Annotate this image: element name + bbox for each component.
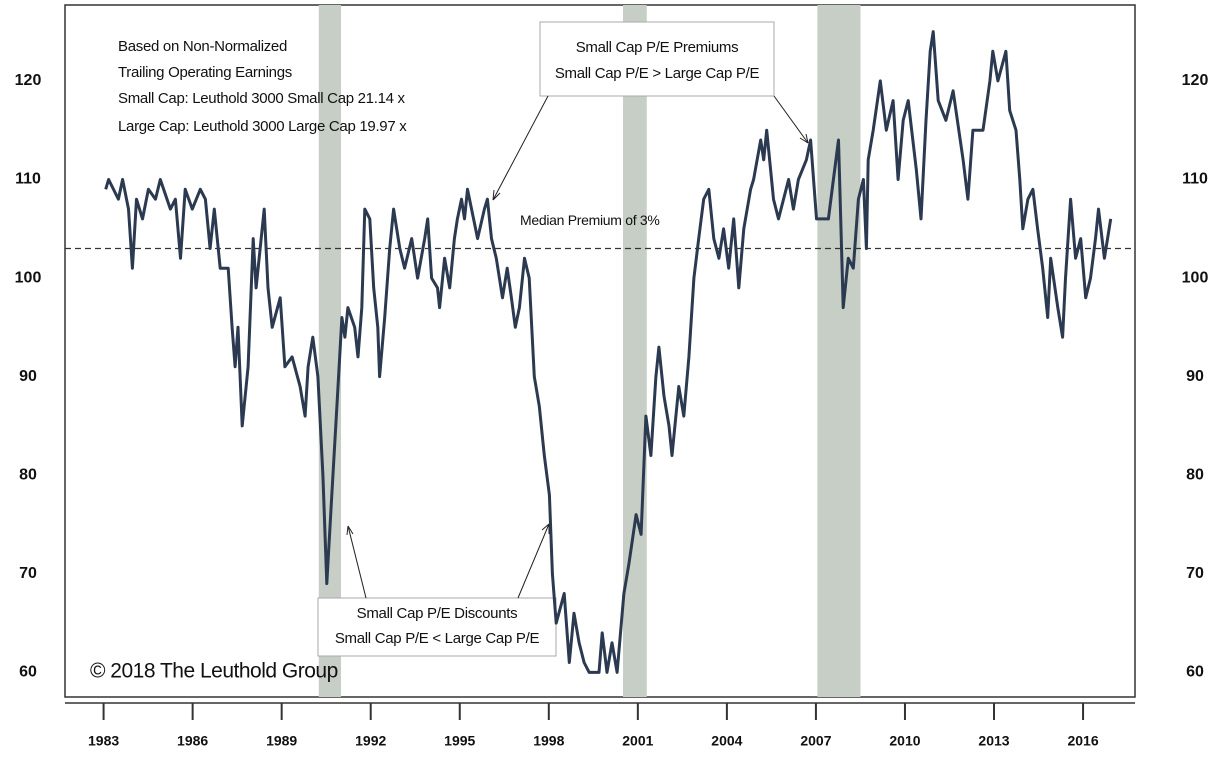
arrow bbox=[773, 95, 809, 144]
y2-tick-label: 100 bbox=[1182, 269, 1209, 286]
data-line bbox=[104, 30, 1113, 674]
annotation-box bbox=[317, 597, 557, 657]
axis-layer bbox=[65, 702, 1135, 720]
x-tick-label: 2013 bbox=[978, 733, 1009, 749]
y2-tick-label: 60 bbox=[1186, 664, 1204, 681]
x-tick-label: 1983 bbox=[88, 733, 119, 749]
note: Based on Non-Normalized bbox=[118, 38, 287, 55]
annotation: Small Cap P/E Discounts bbox=[357, 605, 518, 622]
arrow-head bbox=[799, 133, 809, 144]
x-tick-label: 1995 bbox=[444, 733, 475, 749]
y2-tick-label: 110 bbox=[1182, 171, 1208, 188]
y-tick-label: 120 bbox=[15, 72, 42, 89]
annotation: Small Cap P/E > Large Cap P/E bbox=[555, 65, 760, 82]
annotation: Small Cap P/E Premiums bbox=[576, 39, 739, 56]
copyright: © 2018 The Leuthold Group bbox=[90, 660, 338, 683]
arrow bbox=[517, 523, 550, 599]
plot-frame bbox=[64, 4, 1136, 698]
note: Small Cap: Leuthold 3000 Small Cap 21.14… bbox=[118, 90, 406, 107]
x-tick-label: 1998 bbox=[533, 733, 564, 749]
notes: Based on Non-Normalized Trailing Operati… bbox=[118, 38, 408, 135]
arrow bbox=[347, 525, 367, 599]
x-tick-label: 2007 bbox=[800, 733, 831, 749]
x-tick-label: 1989 bbox=[266, 733, 297, 749]
shading-layer bbox=[318, 5, 861, 697]
y-tick-label: 90 bbox=[19, 368, 37, 385]
note: Large Cap: Leuthold 3000 Large Cap 19.97… bbox=[118, 118, 407, 135]
median-label: Median Premium of 3% bbox=[520, 212, 660, 228]
y-tick-label: 60 bbox=[19, 664, 37, 681]
arrows bbox=[346, 95, 809, 599]
y2-tick-label: 70 bbox=[1186, 565, 1204, 582]
x-tick-label: 1986 bbox=[177, 733, 208, 749]
x-tick-label: 2010 bbox=[889, 733, 920, 749]
arrow-head bbox=[541, 523, 550, 534]
y2-tick-label: 90 bbox=[1186, 368, 1204, 385]
arrow bbox=[492, 95, 549, 201]
arrow-head bbox=[492, 189, 501, 201]
arrow-head bbox=[346, 525, 354, 536]
y-tick-label: 70 bbox=[19, 565, 37, 582]
y-tick-label: 100 bbox=[15, 269, 42, 286]
y2-tick-label: 120 bbox=[1182, 72, 1209, 89]
x-tick-label: 2016 bbox=[1067, 733, 1098, 749]
x-tick-label: 1992 bbox=[355, 733, 386, 749]
y-tick-label: 80 bbox=[19, 466, 37, 483]
note: Trailing Operating Earnings bbox=[118, 64, 292, 81]
y2-tick-label: 80 bbox=[1186, 466, 1204, 483]
x-tick-label: 2001 bbox=[622, 733, 653, 749]
recession-band bbox=[318, 5, 342, 697]
annotation: Small Cap P/E < Large Cap P/E bbox=[335, 630, 540, 647]
y-tick-label: 110 bbox=[15, 171, 41, 188]
recession-band bbox=[817, 5, 861, 697]
x-tick-label: 2004 bbox=[711, 733, 742, 749]
annotation-box bbox=[539, 21, 775, 97]
recession-band bbox=[623, 5, 647, 697]
